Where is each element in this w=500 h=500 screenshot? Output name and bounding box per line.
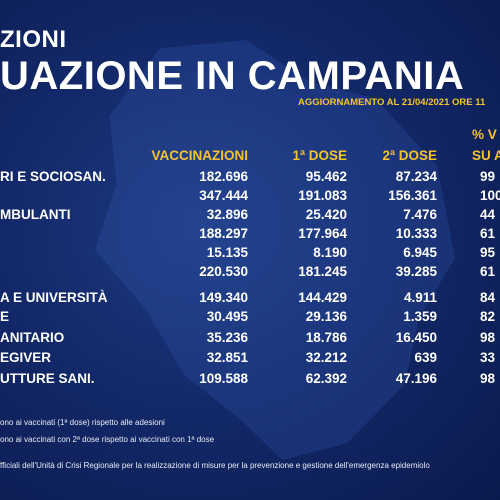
column-header-pct-top: % V [472,127,497,142]
cell-dose1: 32.212 [305,350,347,365]
cell-pct: 61 [480,226,496,241]
cell-pct: 98 [480,371,496,386]
cell-vaccinazioni: 30.495 [206,309,248,324]
cell-vaccinazioni: 182.696 [199,169,248,184]
cell-vaccinazioni: 149.340 [199,290,248,305]
cell-vaccinazioni: 220.530 [199,264,248,279]
cell-vaccinazioni: 32.896 [206,207,248,222]
cell-pct: 99 [480,169,496,184]
cell-vaccinazioni: 188.297 [199,226,248,241]
row-label: EGIVER [0,350,52,365]
cell-pct: 100 [480,188,500,203]
page-title: UAZIONE IN CAMPANIA [0,54,465,98]
cell-dose2: 47.196 [395,371,437,386]
row-label: MBULANTI [0,207,71,222]
cell-dose1: 18.786 [305,330,347,345]
cell-dose2: 10.333 [395,226,437,241]
header-kicker: ZIONI [0,26,67,53]
row-label: A E UNIVERSITÀ [0,290,108,305]
cell-dose1: 191.083 [298,188,347,203]
cell-pct: 82 [480,309,496,324]
row-label: E [0,309,10,324]
cell-dose1: 95.462 [305,169,347,184]
column-header-dose2: 2ª DOSE [382,148,437,163]
cell-dose2: 39.285 [395,264,437,279]
cell-dose1: 8.190 [313,245,347,260]
cell-dose2: 87.234 [395,169,437,184]
cell-dose2: 1.359 [403,309,437,324]
cell-dose1: 25.420 [305,207,347,222]
cell-dose1: 62.392 [305,371,347,386]
row-label: UTTURE SANI. [0,371,95,386]
cell-dose1: 177.964 [298,226,347,241]
note-second-dose: ono ai vaccinati con 2ª dose rispetto ai… [0,435,215,444]
cell-dose1: 144.429 [298,290,347,305]
cell-vaccinazioni: 15.135 [206,245,248,260]
cell-dose2: 156.361 [388,188,437,203]
cell-dose2: 639 [414,350,437,365]
cell-dose2: 6.945 [403,245,437,260]
note-first-dose: ono ai vaccinati (1ª dose) rispetto alle… [0,418,165,427]
column-header-dose1: 1ª DOSE [292,148,347,163]
update-timestamp: AGGIORNAMENTO AL 21/04/2021 ORE 11 [298,97,486,108]
cell-pct: 95 [480,245,496,260]
cell-dose2: 16.450 [395,330,437,345]
cell-dose1: 29.136 [305,309,347,324]
column-header-pct-bottom: SU A [472,148,500,163]
column-header-vaccinazioni: VACCINAZIONI [151,148,249,163]
cell-vaccinazioni: 32.851 [206,350,248,365]
row-label: RI E SOCIOSAN. [0,169,106,184]
row-label: ANITARIO [0,330,65,345]
cell-dose1: 181.245 [298,264,347,279]
cell-dose2: 4.911 [403,290,437,305]
cell-pct: 84 [480,290,496,305]
cell-vaccinazioni: 109.588 [199,371,248,386]
cell-vaccinazioni: 35.236 [206,330,248,345]
cell-pct: 33 [480,350,496,365]
cell-pct: 61 [480,264,496,279]
cell-pct: 98 [480,330,496,345]
cell-pct: 44 [480,207,496,222]
footer-source-note: fficiali dell'Unità di Crisi Regionale p… [0,461,430,470]
cell-dose2: 7.476 [403,207,437,222]
cell-vaccinazioni: 347.444 [199,188,248,203]
